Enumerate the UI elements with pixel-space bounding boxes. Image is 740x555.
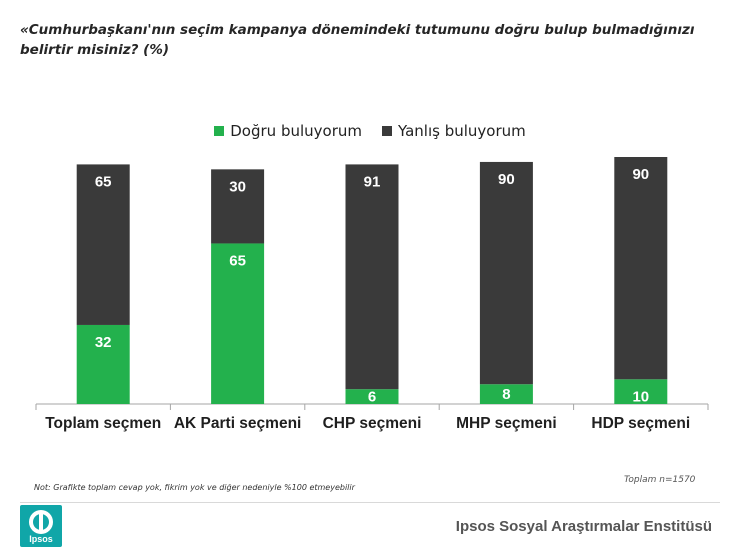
bar-correct xyxy=(76,324,130,404)
data-label-wrong: 90 xyxy=(498,171,515,188)
bar-correct xyxy=(479,384,533,404)
footnote: Not: Grafikte toplam cevap yok, fikrim y… xyxy=(34,483,355,492)
data-label-correct: 8 xyxy=(502,386,510,403)
bar-correct xyxy=(345,389,399,404)
category-label: CHP seçmeni xyxy=(323,415,422,432)
legend-swatch-correct xyxy=(214,126,225,136)
bar-correct xyxy=(211,243,265,404)
legend-label-correct: Doğru buluyorum xyxy=(230,122,362,140)
bar-wrong xyxy=(76,164,130,325)
organization-name: Ipsos Sosyal Araştırmalar Enstitüsü xyxy=(455,518,712,535)
legend-item-correct: Doğru buluyorum xyxy=(214,122,362,140)
logo-mark-icon xyxy=(29,510,53,534)
logo-text: Ipsos xyxy=(29,534,53,544)
data-label-correct: 65 xyxy=(229,252,246,269)
legend-item-wrong: Yanlış buluyorum xyxy=(381,122,526,140)
bar-wrong xyxy=(211,169,265,244)
category-label: HDP seçmeni xyxy=(591,415,690,432)
bar-wrong xyxy=(345,164,399,390)
chart-title: «Cumhurbaşkanı'nın seçim kampanya dönemi… xyxy=(20,22,695,58)
legend-label-wrong: Yanlış buluyorum xyxy=(397,122,526,140)
data-label-wrong: 30 xyxy=(229,178,246,195)
ipsos-logo: Ipsos xyxy=(20,505,62,547)
data-label-correct: 32 xyxy=(95,334,112,351)
data-label-wrong: 65 xyxy=(95,173,112,190)
footer-divider xyxy=(20,502,720,503)
category-label: AK Parti seçmeni xyxy=(174,415,302,432)
sample-size: Toplam n=1570 xyxy=(624,475,696,485)
data-label-wrong: 91 xyxy=(364,173,381,190)
bar-wrong xyxy=(479,161,533,385)
legend-swatch-wrong xyxy=(381,126,392,136)
bar-correct xyxy=(614,379,668,404)
data-label-correct: 6 xyxy=(368,389,376,406)
data-label-correct: 10 xyxy=(632,388,649,405)
category-label: Toplam seçmen xyxy=(45,415,161,432)
chart-legend: Doğru buluyorum Yanlış buluyorum xyxy=(0,122,740,140)
data-label-wrong: 90 xyxy=(632,166,649,183)
category-label: MHP seçmeni xyxy=(456,415,557,432)
bar-wrong xyxy=(614,157,668,380)
stacked-bar-chart: 32 65 Toplam seçmen 65 30 AK Parti seçmeni 6 91… xyxy=(35,157,709,432)
